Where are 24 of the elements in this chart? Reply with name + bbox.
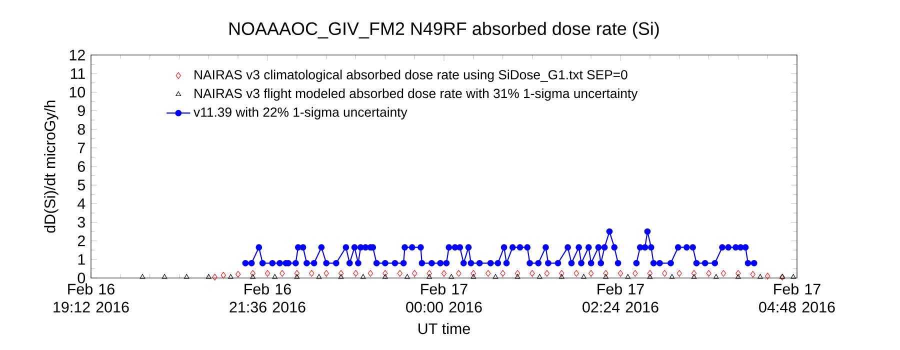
y-tick-label: 8: [78, 124, 85, 135]
y-tick-label: 0: [78, 272, 86, 284]
x-tick-label: Feb 16 19:12 2016: [54, 283, 129, 313]
legend-label: NAIRAS v3 flight modeled absorbed dose rate with 31% 1-sigma uncertainty: [194, 88, 638, 101]
y-tick-label: 1: [78, 254, 85, 265]
y-tick-label: 5: [78, 180, 85, 190]
x-tick-label: Feb 16 21:36 2016: [230, 283, 306, 313]
y-tick-label: 10: [70, 86, 86, 98]
y-tick-label: 7: [78, 142, 85, 154]
y-axis-title: dD(Si)/dt microGy/h: [44, 100, 58, 233]
x-axis-title: UT time: [418, 322, 470, 334]
y-tick-label: 12: [70, 50, 85, 60]
x-tick-label: Feb 17 02:24 2016: [582, 283, 658, 313]
y-tick-label: 2: [78, 236, 85, 246]
x-tick-label: Feb 17 04:48 2016: [759, 283, 835, 313]
y-tick-label: 3: [78, 216, 85, 228]
chart-title: NOAAAOC_GIV_FM2 N49RF absorbed dose rate (Si): [230, 22, 659, 39]
legend-label: NAIRAS v3 climatological absorbed dose rate using SiDose_G1.txt SEP=0: [194, 70, 628, 82]
x-tick-label: Feb 17 00:00 2016: [406, 283, 482, 313]
y-tick-label: 11: [71, 68, 85, 79]
legend-label: v11.39 with 22% 1-sigma uncertainty: [194, 107, 408, 120]
y-tick-label: 9: [78, 105, 85, 116]
y-tick-label: 6: [78, 161, 85, 172]
y-tick-label: 4: [78, 198, 86, 209]
